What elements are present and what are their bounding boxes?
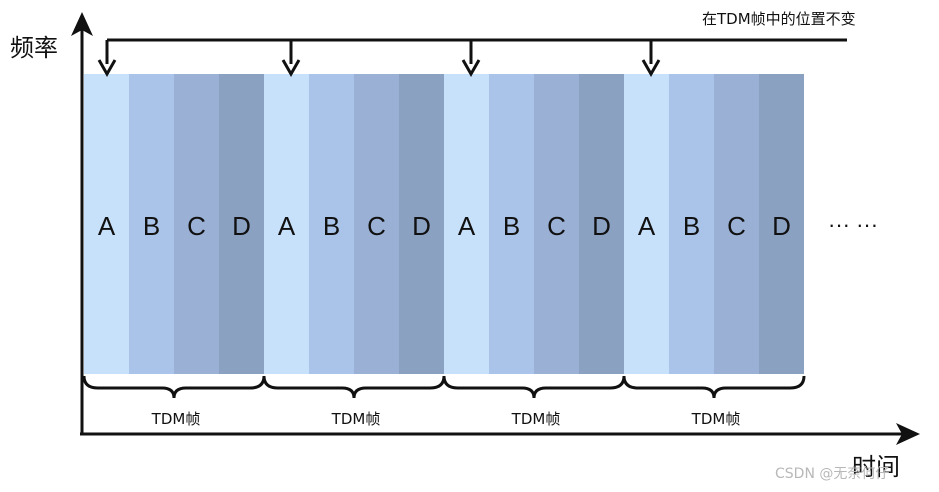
time-slot bbox=[264, 74, 309, 374]
time-slot-letter: C bbox=[727, 211, 746, 241]
x-axis-arrowhead bbox=[896, 423, 920, 445]
indicator-arrow-head bbox=[281, 59, 301, 78]
time-slot bbox=[219, 74, 264, 374]
frame-label: TDM帧 bbox=[331, 410, 381, 428]
x-axis-label: 时间 bbox=[852, 453, 900, 481]
time-slot-letter: C bbox=[547, 211, 566, 241]
y-axis-label: 频率 bbox=[10, 34, 58, 62]
time-slot-letter: D bbox=[412, 211, 431, 241]
time-slot bbox=[489, 74, 534, 374]
frame-label: TDM帧 bbox=[691, 410, 741, 428]
frame-label: TDM帧 bbox=[151, 410, 201, 428]
y-axis-arrowhead bbox=[71, 12, 93, 36]
time-slot-letter: C bbox=[187, 211, 206, 241]
time-slot bbox=[714, 74, 759, 374]
time-slot bbox=[444, 74, 489, 374]
indicator-arrow-head bbox=[97, 59, 117, 78]
frame-brace bbox=[82, 375, 266, 399]
position-indicator bbox=[97, 38, 847, 78]
time-slot-letter: C bbox=[367, 211, 386, 241]
time-slot bbox=[84, 74, 129, 374]
frame-brace bbox=[622, 375, 806, 399]
time-slot bbox=[624, 74, 669, 374]
frame-braces: TDM帧 TDM帧 TDM帧 TDM帧 bbox=[82, 375, 806, 428]
time-slot-letter: A bbox=[98, 211, 116, 241]
indicator-arrow-head bbox=[461, 59, 481, 78]
time-slot-letter: B bbox=[503, 211, 520, 241]
time-slot bbox=[354, 74, 399, 374]
time-slot-letter: A bbox=[638, 211, 656, 241]
watermark: CSDN @无奈何仔 bbox=[775, 466, 889, 482]
time-slot bbox=[579, 74, 624, 374]
time-slot bbox=[399, 74, 444, 374]
position-note: 在TDM帧中的位置不变 bbox=[702, 10, 856, 28]
time-slot bbox=[129, 74, 174, 374]
time-slot bbox=[669, 74, 714, 374]
time-slot-letter: B bbox=[323, 211, 340, 241]
time-slot-letter: D bbox=[592, 211, 611, 241]
frame-brace bbox=[442, 375, 626, 399]
continuation-ellipsis: ··· ··· bbox=[828, 212, 878, 237]
time-slot-letter: B bbox=[683, 211, 700, 241]
frame-brace bbox=[262, 375, 446, 399]
time-slot bbox=[759, 74, 804, 374]
time-slot-letter: A bbox=[278, 211, 296, 241]
time-slot-letter: D bbox=[772, 211, 791, 241]
time-slot-letter: A bbox=[458, 211, 476, 241]
time-slot bbox=[309, 74, 354, 374]
time-slot-letter: B bbox=[143, 211, 160, 241]
frame-label: TDM帧 bbox=[511, 410, 561, 428]
time-slot bbox=[534, 74, 579, 374]
time-slot-letter: D bbox=[232, 211, 251, 241]
indicator-arrow-head bbox=[641, 59, 661, 78]
time-slot bbox=[174, 74, 219, 374]
